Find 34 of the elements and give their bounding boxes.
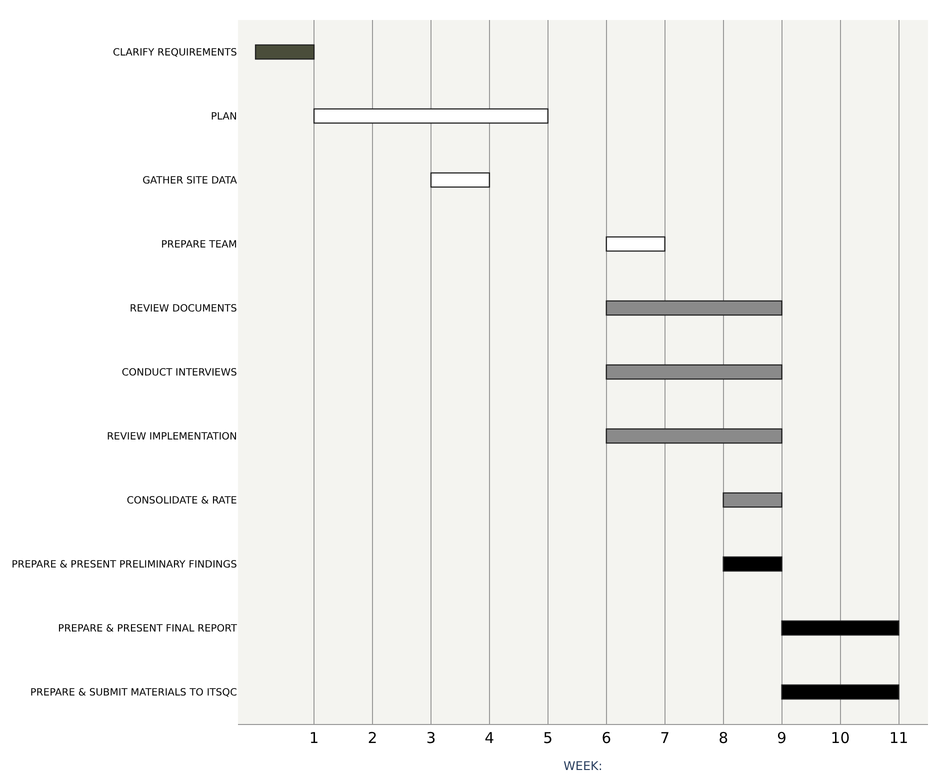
x-tick-label: 5 (543, 729, 553, 747)
x-tick-label: 4 (484, 729, 494, 747)
x-tick-label: 6 (602, 729, 612, 747)
bar (722, 492, 782, 508)
y-tick-label: CONDUCT INTERVIEWS (122, 368, 237, 378)
x-tick-label: 2 (368, 729, 378, 747)
bar (781, 620, 900, 636)
y-tick-label: REVIEW DOCUMENTS (130, 304, 237, 314)
bar (606, 428, 782, 444)
y-tick-label: CLARIFY REQUIREMENTS (112, 48, 237, 58)
bar (781, 684, 900, 700)
y-tick-label: REVIEW IMPLEMENTATION (106, 432, 237, 442)
x-tick-label: 10 (830, 729, 850, 747)
y-tick-label: PREPARE & SUBMIT MATERIALS TO ITSQC (30, 688, 238, 698)
bar (606, 236, 666, 252)
y-tick-label: PLAN (210, 112, 237, 122)
bar (606, 364, 782, 380)
bar (722, 556, 782, 572)
y-tick-label: CONSOLIDATE & RATE (126, 496, 237, 506)
y-tick-label: GATHER SITE DATA (142, 176, 238, 186)
x-tick-label: 9 (777, 729, 787, 747)
y-tick-label: PREPARE & PRESENT PRELIMINARY FINDINGS (12, 560, 237, 570)
x-tick-label: 8 (718, 729, 728, 747)
x-axis-title: WEEK: (564, 758, 602, 773)
y-tick-label: PREPARE & PRESENT FINAL REPORT (58, 624, 238, 634)
bar (430, 172, 490, 188)
bar (313, 108, 549, 124)
x-tick-label: 11 (889, 729, 908, 747)
x-tick-label: 3 (426, 729, 436, 747)
y-tick-label: PREPARE TEAM (161, 240, 237, 250)
x-tick-label: 1 (309, 729, 319, 747)
bar (606, 300, 782, 316)
x-tick-label: 7 (660, 729, 670, 747)
bar (254, 44, 315, 60)
